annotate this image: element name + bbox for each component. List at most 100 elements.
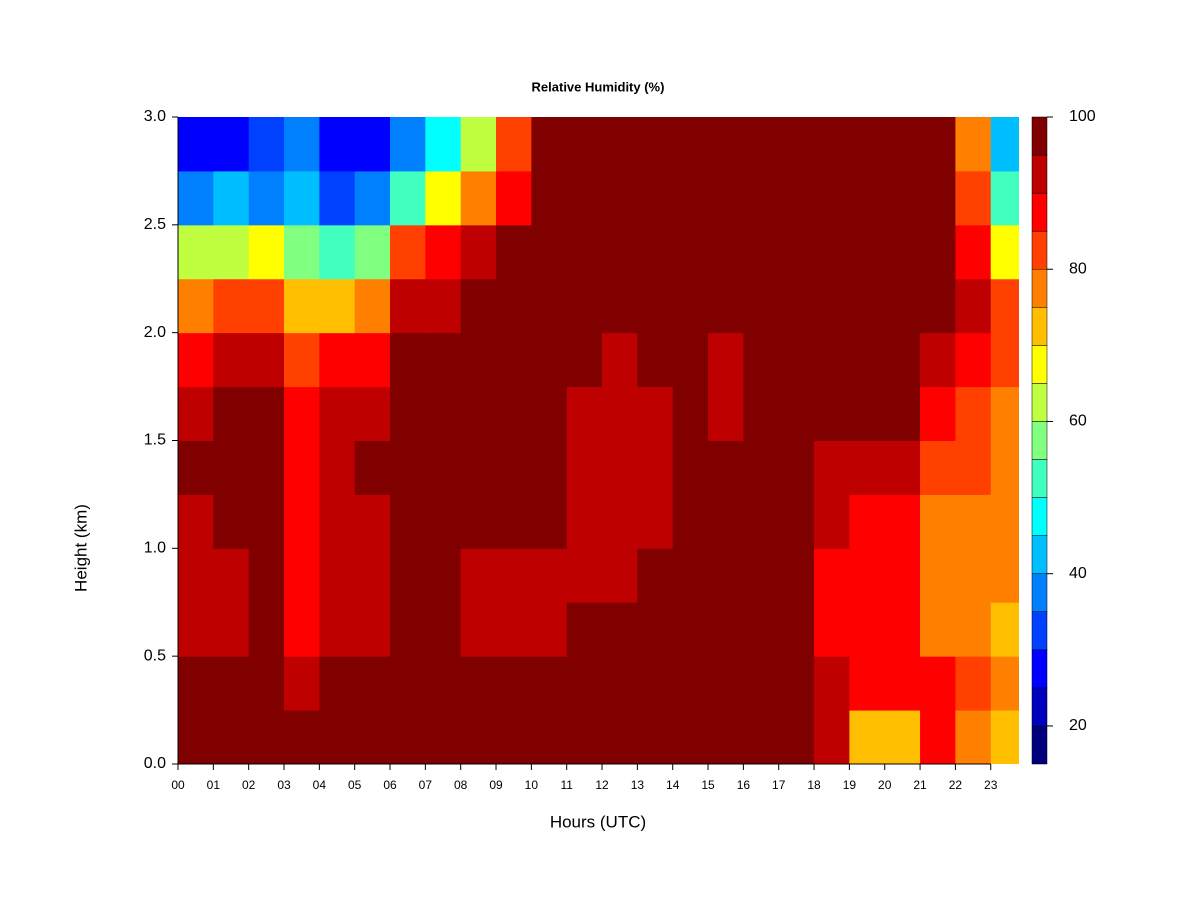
cell (814, 602, 850, 657)
cell (920, 278, 956, 334)
cell (955, 710, 992, 764)
cell (708, 710, 744, 764)
cell (354, 332, 391, 388)
colorbar-band (1031, 307, 1048, 346)
cell (248, 440, 285, 495)
cell (743, 710, 780, 764)
colorbar-band (1031, 383, 1048, 422)
cell (884, 710, 921, 764)
cell (284, 117, 320, 172)
cell (990, 117, 1019, 172)
y-tick-label: 2.0 (144, 324, 166, 341)
cell (566, 710, 603, 764)
cell (178, 602, 214, 657)
cell (602, 332, 638, 388)
cell (778, 656, 815, 711)
cell (460, 224, 497, 280)
cell (213, 710, 250, 764)
cell (849, 440, 886, 495)
x-tick-label: 22 (949, 778, 963, 792)
cell (178, 440, 214, 495)
cell (248, 602, 285, 657)
cell (990, 332, 1019, 388)
cell (602, 494, 638, 549)
x-tick-label: 23 (984, 778, 998, 792)
x-tick-label: 03 (277, 778, 291, 792)
colorbar-tick-label: 100 (1069, 108, 1096, 125)
cell (390, 224, 426, 280)
cell (566, 602, 603, 657)
cell (743, 602, 780, 657)
cell (425, 386, 462, 441)
cell (637, 710, 674, 764)
colorbar-band (1031, 611, 1048, 651)
cell (213, 386, 250, 441)
cell (319, 386, 356, 441)
cell (743, 494, 780, 549)
cell (248, 494, 285, 549)
x-tick-label: 17 (772, 778, 786, 792)
cell (531, 224, 568, 280)
cell (531, 548, 568, 603)
cell (531, 602, 568, 657)
x-tick-label: 02 (242, 778, 256, 792)
cell (178, 224, 214, 280)
cell (496, 656, 532, 711)
cell (319, 440, 356, 495)
cell (213, 548, 250, 603)
cell (602, 602, 638, 657)
cell (248, 656, 285, 711)
colorbar-band (1031, 116, 1048, 156)
cell (566, 494, 603, 549)
cell (566, 656, 603, 711)
cell (743, 548, 780, 603)
cell (602, 386, 638, 441)
cell (920, 117, 956, 172)
cell (990, 494, 1019, 549)
cell (672, 117, 709, 172)
colorbar-band (1031, 345, 1048, 384)
cell (990, 170, 1019, 226)
cell (248, 117, 285, 172)
cell (778, 278, 815, 334)
cell (319, 117, 356, 172)
x-axis-label: Hours (UTC) (550, 812, 646, 831)
cell (814, 494, 850, 549)
x-tick-label: 07 (419, 778, 433, 792)
cell (955, 170, 992, 226)
cell (920, 548, 956, 603)
cell (637, 332, 674, 388)
cell (319, 170, 356, 226)
cell (531, 386, 568, 441)
cell (637, 170, 674, 226)
cell (319, 224, 356, 280)
cell (778, 224, 815, 280)
cell (672, 332, 709, 388)
cell (990, 548, 1019, 603)
cell (637, 117, 674, 172)
cell (672, 710, 709, 764)
cell (319, 332, 356, 388)
cell (884, 117, 921, 172)
cell (566, 332, 603, 388)
cell (460, 440, 497, 495)
cell (531, 440, 568, 495)
y-tick-label: 0.0 (144, 755, 166, 772)
x-tick-label: 20 (878, 778, 892, 792)
cell (460, 548, 497, 603)
x-tick-label: 08 (454, 778, 468, 792)
cell (637, 224, 674, 280)
cell (849, 386, 886, 441)
y-tick-label: 0.5 (144, 647, 166, 664)
cell (884, 170, 921, 226)
cell (637, 602, 674, 657)
cell (213, 278, 250, 334)
cell (708, 332, 744, 388)
cell (425, 170, 462, 226)
cell (531, 710, 568, 764)
cell (637, 548, 674, 603)
cell (602, 117, 638, 172)
x-tick-label: 04 (313, 778, 327, 792)
cell (814, 440, 850, 495)
cell (460, 332, 497, 388)
